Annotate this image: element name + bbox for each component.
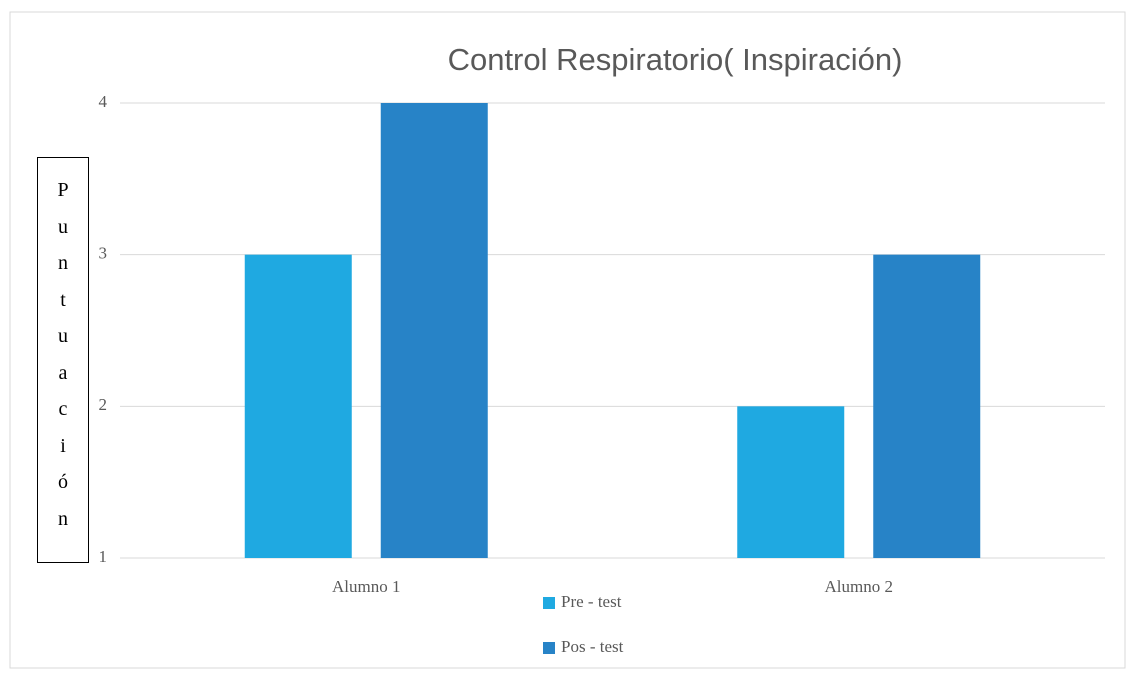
legend-label: Pre - test	[561, 592, 622, 611]
y-tick-label: 2	[99, 395, 108, 414]
legend-swatch	[543, 597, 555, 609]
y-axis-label-box: Puntuación	[37, 157, 89, 563]
legend-swatch	[543, 642, 555, 654]
legend-label: Pos - test	[561, 637, 624, 656]
x-tick-label: Alumno 1	[332, 577, 400, 596]
chart-border	[9, 11, 1126, 669]
bar	[244, 254, 352, 558]
chart-title: Control Respiratorio( Inspiración)	[448, 42, 903, 77]
bar	[873, 254, 981, 558]
y-tick-label: 3	[99, 244, 108, 263]
y-axis-label: Puntuación	[57, 179, 69, 530]
y-tick-label: 4	[99, 92, 108, 111]
bar	[737, 406, 845, 558]
y-tick-label: 1	[99, 547, 108, 566]
bar	[380, 103, 488, 558]
x-tick-label: Alumno 2	[825, 577, 893, 596]
